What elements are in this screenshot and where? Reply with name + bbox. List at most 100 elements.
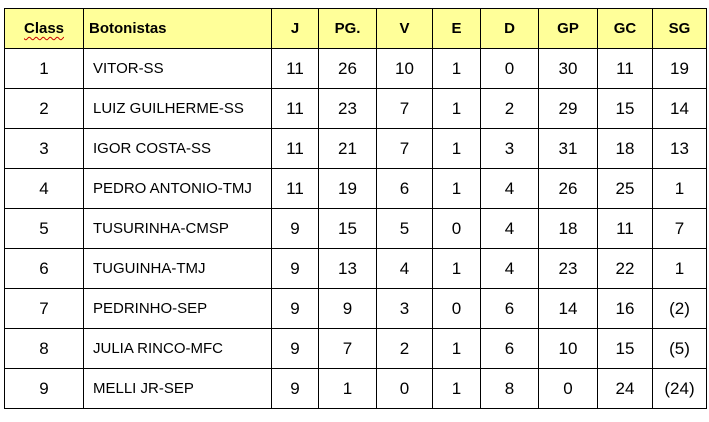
cell-class: 3 [4,128,84,169]
cell-d: 3 [480,128,539,169]
column-header-e: E [432,8,481,49]
cell-name: MELLI JR-SEP [83,368,272,409]
table-row: 2 LUIZ GUILHERME-SS 11 23 7 1 2 29 15 14 [4,88,707,129]
cell-pg: 13 [318,248,377,289]
cell-name: IGOR COSTA-SS [83,128,272,169]
standings-body: 1 VITOR-SS 11 26 10 1 0 30 11 19 2 LUIZ GUILHERME-S… [4,48,707,409]
cell-v: 6 [376,168,433,209]
cell-gp: 14 [538,288,598,329]
cell-d: 4 [480,168,539,209]
cell-e: 1 [432,368,481,409]
cell-sg: 1 [652,168,707,209]
column-header-gp: GP [538,8,598,49]
cell-name: JULIA RINCO-MFC [83,328,272,369]
cell-pg: 26 [318,48,377,89]
table-row: 7 PEDRINHO-SEP 9 9 3 0 6 14 16 (2) [4,288,707,329]
cell-e: 0 [432,288,481,329]
cell-gc: 24 [597,368,653,409]
cell-d: 8 [480,368,539,409]
column-header-botonistas: Botonistas [83,8,272,49]
table-row: 1 VITOR-SS 11 26 10 1 0 30 11 19 [4,48,707,89]
cell-e: 1 [432,88,481,129]
cell-gp: 30 [538,48,598,89]
cell-gp: 10 [538,328,598,369]
table-row: 9 MELLI JR-SEP 9 1 0 1 8 0 24 (24) [4,368,707,409]
cell-d: 2 [480,88,539,129]
cell-v: 4 [376,248,433,289]
cell-gc: 25 [597,168,653,209]
cell-sg: 14 [652,88,707,129]
cell-name: PEDRO ANTONIO-TMJ [83,168,272,209]
cell-d: 6 [480,328,539,369]
cell-v: 2 [376,328,433,369]
cell-d: 6 [480,288,539,329]
column-header-j: J [271,8,319,49]
cell-gp: 23 [538,248,598,289]
cell-class: 4 [4,168,84,209]
cell-pg: 9 [318,288,377,329]
cell-gp: 0 [538,368,598,409]
cell-gp: 29 [538,88,598,129]
cell-e: 1 [432,328,481,369]
cell-sg: 19 [652,48,707,89]
cell-sg: 7 [652,208,707,249]
table-row: 8 JULIA RINCO-MFC 9 7 2 1 6 10 15 (5) [4,328,707,369]
cell-class: 6 [4,248,84,289]
cell-v: 0 [376,368,433,409]
cell-j: 11 [271,128,319,169]
cell-gp: 26 [538,168,598,209]
cell-j: 9 [271,248,319,289]
cell-gc: 15 [597,88,653,129]
cell-e: 1 [432,128,481,169]
cell-name: TUGUINHA-TMJ [83,248,272,289]
cell-j: 9 [271,368,319,409]
cell-j: 9 [271,288,319,329]
column-header-gc: GC [597,8,653,49]
cell-name: TUSURINHA-CMSP [83,208,272,249]
cell-gc: 15 [597,328,653,369]
cell-v: 5 [376,208,433,249]
cell-class: 9 [4,368,84,409]
cell-pg: 19 [318,168,377,209]
cell-d: 4 [480,248,539,289]
cell-sg: (2) [652,288,707,329]
cell-gc: 16 [597,288,653,329]
cell-name: VITOR-SS [83,48,272,89]
cell-pg: 1 [318,368,377,409]
cell-gc: 18 [597,128,653,169]
cell-sg: 13 [652,128,707,169]
cell-class: 7 [4,288,84,329]
column-header-pg: PG. [318,8,377,49]
column-header-d: D [480,8,539,49]
cell-j: 9 [271,328,319,369]
cell-gc: 11 [597,48,653,89]
cell-j: 11 [271,88,319,129]
cell-name: PEDRINHO-SEP [83,288,272,329]
cell-sg: 1 [652,248,707,289]
cell-name: LUIZ GUILHERME-SS [83,88,272,129]
cell-v: 7 [376,88,433,129]
cell-pg: 15 [318,208,377,249]
table-row: 5 TUSURINHA-CMSP 9 15 5 0 4 18 11 7 [4,208,707,249]
cell-gc: 11 [597,208,653,249]
cell-v: 3 [376,288,433,329]
cell-gp: 18 [538,208,598,249]
cell-class: 5 [4,208,84,249]
cell-e: 1 [432,168,481,209]
cell-v: 10 [376,48,433,89]
column-header-v: V [376,8,433,49]
cell-pg: 21 [318,128,377,169]
cell-pg: 23 [318,88,377,129]
column-header-sg: SG [652,8,707,49]
cell-v: 7 [376,128,433,169]
cell-e: 0 [432,208,481,249]
cell-sg: (5) [652,328,707,369]
cell-class: 8 [4,328,84,369]
cell-pg: 7 [318,328,377,369]
cell-j: 9 [271,208,319,249]
table-row: 6 TUGUINHA-TMJ 9 13 4 1 4 23 22 1 [4,248,707,289]
cell-d: 4 [480,208,539,249]
cell-e: 1 [432,248,481,289]
cell-gp: 31 [538,128,598,169]
